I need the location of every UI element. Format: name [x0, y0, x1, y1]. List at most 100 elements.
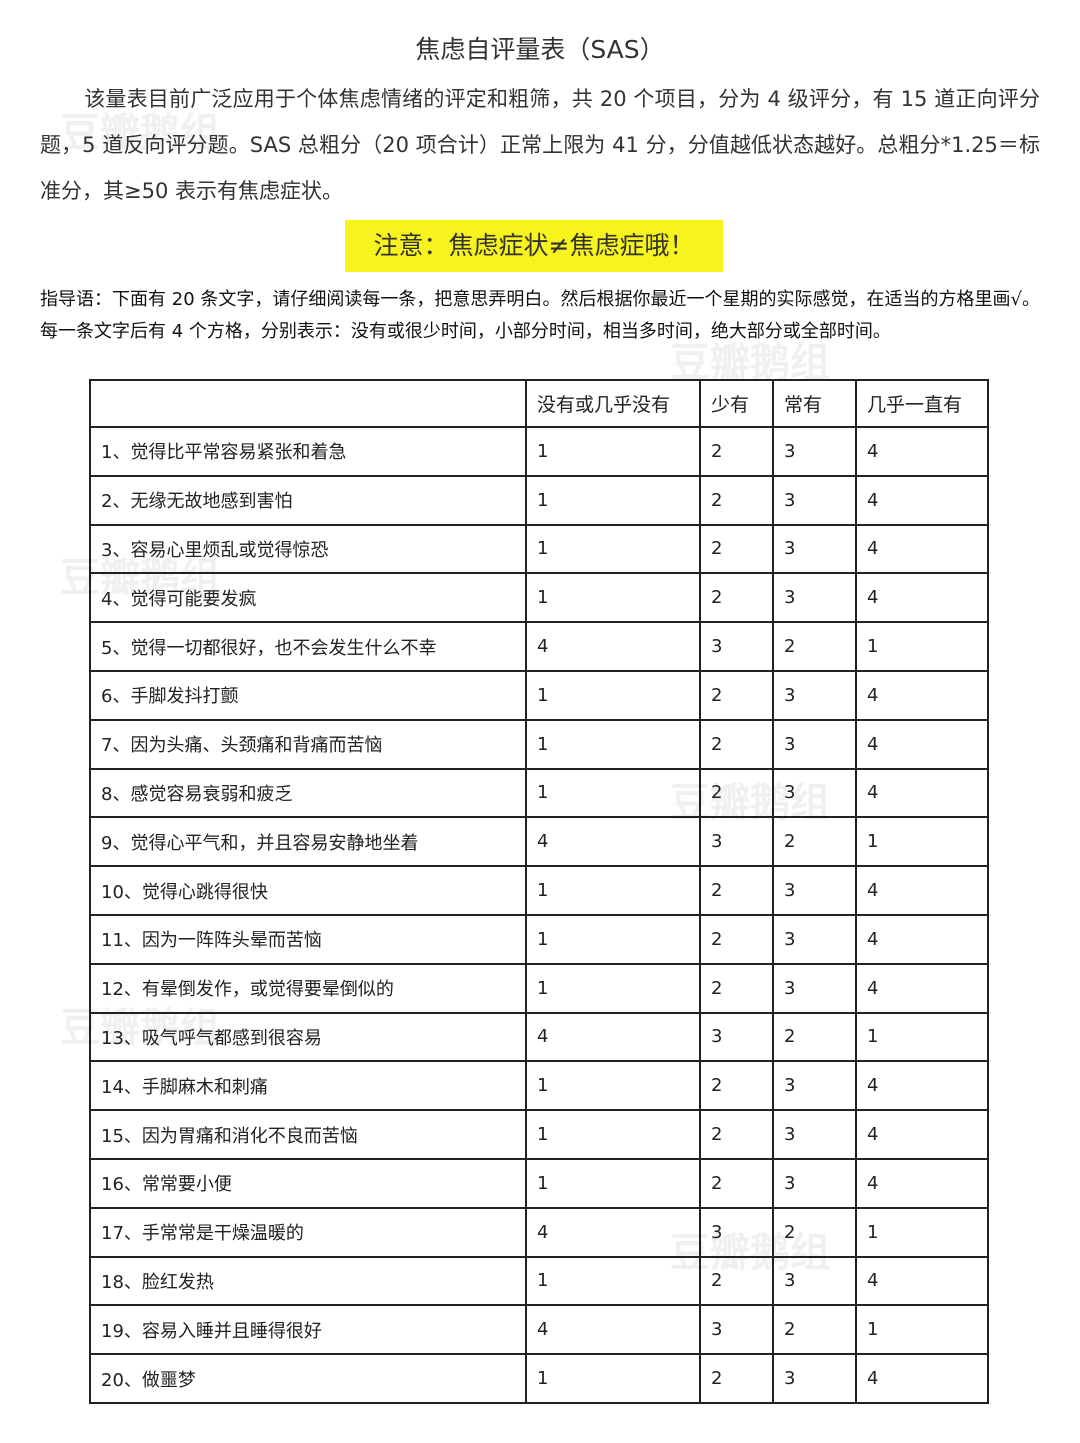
table-row: 13、吸气呼气都感到很容易 4 3 2 1 — [89, 1011, 989, 1063]
table-row: 11、因为一阵阵头晕而苦恼 1 2 3 4 — [89, 913, 989, 965]
score-cell[interactable]: 3 — [772, 767, 857, 819]
score-cell[interactable]: 2 — [699, 865, 774, 916]
score-cell[interactable]: 1 — [525, 474, 701, 526]
score-cell[interactable]: 4 — [855, 474, 989, 526]
score-cell[interactable]: 3 — [772, 913, 857, 965]
score-cell[interactable]: 4 — [855, 767, 989, 819]
item-text: 18、脸红发热 — [89, 1255, 527, 1307]
score-cell[interactable]: 4 — [855, 1255, 989, 1307]
score-cell[interactable]: 1 — [855, 621, 989, 672]
score-cell[interactable]: 2 — [772, 621, 857, 672]
score-cell[interactable]: 3 — [772, 1060, 857, 1112]
score-cell[interactable]: 2 — [772, 1011, 857, 1063]
score-cell[interactable]: 4 — [855, 865, 989, 916]
score-cell[interactable]: 3 — [699, 621, 774, 672]
score-cell[interactable]: 1 — [525, 865, 701, 916]
score-cell[interactable]: 1 — [855, 1011, 989, 1063]
item-text: 5、觉得一切都很好，也不会发生什么不幸 — [89, 621, 527, 672]
score-cell[interactable]: 1 — [525, 1109, 701, 1160]
score-cell[interactable]: 1 — [525, 718, 701, 770]
table-row: 4、觉得可能要发疯 1 2 3 4 — [89, 572, 989, 624]
score-cell[interactable]: 1 — [525, 426, 701, 477]
score-cell[interactable]: 3 — [772, 718, 857, 770]
score-cell[interactable]: 2 — [699, 426, 774, 477]
score-cell[interactable]: 3 — [699, 816, 774, 868]
score-cell[interactable]: 2 — [699, 474, 774, 526]
score-cell[interactable]: 1 — [525, 1353, 701, 1404]
score-cell[interactable]: 1 — [525, 669, 701, 721]
score-cell[interactable]: 4 — [525, 1304, 701, 1356]
score-cell[interactable]: 3 — [699, 1206, 774, 1258]
score-cell[interactable]: 1 — [855, 1206, 989, 1258]
score-cell[interactable]: 4 — [855, 523, 989, 575]
score-cell[interactable]: 1 — [525, 962, 701, 1014]
score-cell[interactable]: 2 — [699, 1255, 774, 1307]
notice-highlight: 注意：焦虑症状≠焦虑症哦！ — [345, 220, 723, 272]
score-cell[interactable]: 2 — [699, 1109, 774, 1160]
score-cell[interactable]: 4 — [855, 718, 989, 770]
score-cell[interactable]: 2 — [699, 913, 774, 965]
score-cell[interactable]: 3 — [772, 1255, 857, 1307]
score-cell[interactable]: 1 — [525, 1255, 701, 1307]
item-text: 14、手脚麻木和刺痛 — [89, 1060, 527, 1112]
score-cell[interactable]: 4 — [855, 962, 989, 1014]
score-cell[interactable]: 4 — [855, 913, 989, 965]
score-cell[interactable]: 3 — [772, 962, 857, 1014]
score-cell[interactable]: 3 — [699, 1011, 774, 1063]
item-text: 15、因为胃痛和消化不良而苦恼 — [89, 1109, 527, 1160]
table-row: 19、容易入睡并且睡得很好 4 3 2 1 — [89, 1304, 989, 1356]
header-item — [89, 379, 527, 428]
score-cell[interactable]: 3 — [772, 1157, 857, 1209]
score-cell[interactable]: 4 — [525, 816, 701, 868]
score-cell[interactable]: 1 — [525, 523, 701, 575]
item-text: 1、觉得比平常容易紧张和着急 — [89, 426, 527, 477]
table-row: 2、无缘无故地感到害怕 1 2 3 4 — [89, 474, 989, 526]
score-cell[interactable]: 2 — [772, 1304, 857, 1356]
table-row: 12、有晕倒发作，或觉得要晕倒似的 1 2 3 4 — [89, 962, 989, 1014]
score-cell[interactable]: 4 — [525, 1206, 701, 1258]
score-cell[interactable]: 3 — [772, 474, 857, 526]
score-cell[interactable]: 4 — [525, 1011, 701, 1063]
score-cell[interactable]: 2 — [699, 718, 774, 770]
score-cell[interactable]: 3 — [772, 1353, 857, 1404]
score-cell[interactable]: 2 — [699, 767, 774, 819]
score-cell[interactable]: 2 — [772, 1206, 857, 1258]
score-cell[interactable]: 4 — [855, 1353, 989, 1404]
table-row: 7、因为头痛、头颈痛和背痛而苦恼 1 2 3 4 — [89, 718, 989, 770]
score-cell[interactable]: 3 — [772, 865, 857, 916]
score-cell[interactable]: 3 — [772, 1109, 857, 1160]
score-cell[interactable]: 2 — [699, 1060, 774, 1112]
score-cell[interactable]: 3 — [772, 426, 857, 477]
page-title: 焦虑自评量表（SAS） — [415, 35, 665, 64]
score-cell[interactable]: 2 — [772, 816, 857, 868]
item-text: 3、容易心里烦乱或觉得惊恐 — [89, 523, 527, 575]
score-cell[interactable]: 3 — [772, 572, 857, 624]
score-cell[interactable]: 1 — [855, 1304, 989, 1356]
score-cell[interactable]: 3 — [772, 669, 857, 721]
score-cell[interactable]: 2 — [699, 523, 774, 575]
score-cell[interactable]: 2 — [699, 1353, 774, 1404]
score-cell[interactable]: 2 — [699, 1157, 774, 1209]
score-cell[interactable]: 4 — [855, 1060, 989, 1112]
table-row: 20、做噩梦 1 2 3 4 — [89, 1353, 989, 1404]
score-cell[interactable]: 4 — [855, 669, 989, 721]
score-cell[interactable]: 4 — [525, 621, 701, 672]
score-cell[interactable]: 2 — [699, 572, 774, 624]
score-cell[interactable]: 3 — [699, 1304, 774, 1356]
score-cell[interactable]: 4 — [855, 572, 989, 624]
intro-text: 该量表目前广泛应用于个体焦虑情绪的评定和粗筛，共 20 个项目，分为 4 级评分… — [40, 87, 1040, 203]
score-cell[interactable]: 4 — [855, 1109, 989, 1160]
score-cell[interactable]: 1 — [855, 816, 989, 868]
score-cell[interactable]: 1 — [525, 1157, 701, 1209]
score-cell[interactable]: 3 — [772, 523, 857, 575]
score-cell[interactable]: 2 — [699, 669, 774, 721]
score-cell[interactable]: 1 — [525, 767, 701, 819]
score-cell[interactable]: 1 — [525, 1060, 701, 1112]
item-text: 17、手常常是干燥温暖的 — [89, 1206, 527, 1258]
score-cell[interactable]: 2 — [699, 962, 774, 1014]
score-cell[interactable]: 1 — [525, 572, 701, 624]
score-cell[interactable]: 4 — [855, 1157, 989, 1209]
score-cell[interactable]: 4 — [855, 426, 989, 477]
score-cell[interactable]: 1 — [525, 913, 701, 965]
item-text: 13、吸气呼气都感到很容易 — [89, 1011, 527, 1063]
